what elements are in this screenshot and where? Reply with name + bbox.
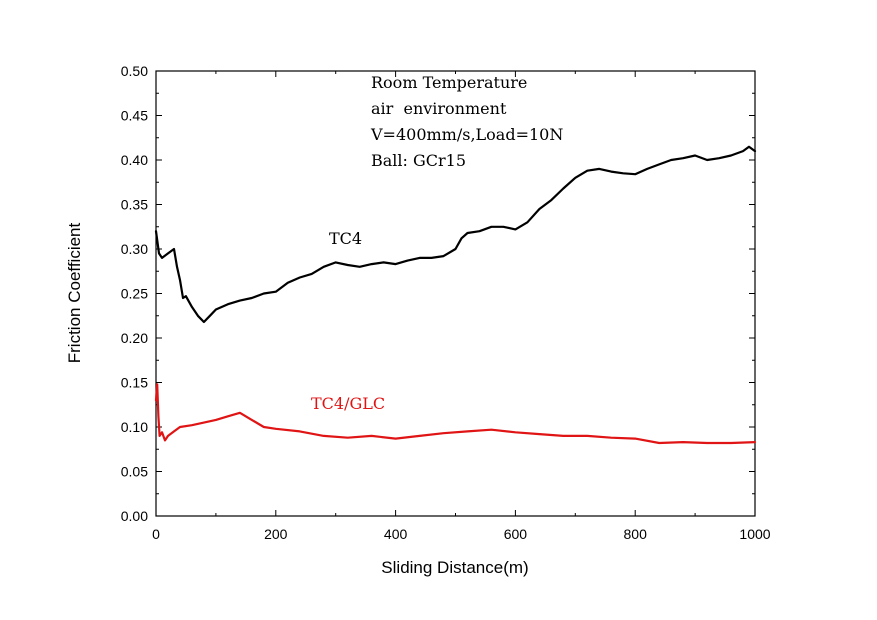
series-line-tc4-glc <box>154 383 757 445</box>
y-tick-label: 0.45 <box>121 108 148 124</box>
y-tick-label: 0.00 <box>121 508 148 524</box>
y-tick-label: 0.25 <box>121 286 148 302</box>
y-tick-label: 0.50 <box>121 63 148 79</box>
y-axis: 0.00 0.05 0.10 0.15 0.20 0.25 0.30 0.35 0.40 0.45… <box>121 63 755 524</box>
x-tick-label: 1000 <box>739 526 770 542</box>
x-axis-title: Sliding Distance(m) <box>381 558 528 577</box>
annotation-line-4: Ball: GCr15 <box>371 151 466 170</box>
x-tick-label: 600 <box>504 526 528 542</box>
y-axis-title: Friction Coefficient <box>65 222 84 363</box>
annotation-line-1: Room Temperature <box>371 73 527 92</box>
y-tick-label: 0.30 <box>121 241 148 257</box>
series-line-tc4 <box>154 145 757 324</box>
x-tick-label: 200 <box>264 526 288 542</box>
y-tick-label: 0.05 <box>121 464 148 480</box>
annotation-line-3: V=400mm/s,Load=10N <box>370 125 563 144</box>
y-tick-label: 0.40 <box>121 152 148 168</box>
annotation-line-2: air environment <box>371 99 507 118</box>
y-tick-label: 0.10 <box>121 419 148 435</box>
series-layer <box>154 145 757 445</box>
x-tick-label: 400 <box>384 526 408 542</box>
y-tick-label: 0.20 <box>121 330 148 346</box>
x-tick-label: 800 <box>624 526 648 542</box>
y-tick-label: 0.35 <box>121 197 148 213</box>
x-tick-label: 0 <box>152 526 160 542</box>
series-label-tc4: TC4 <box>329 229 362 248</box>
series-label-tc4-glc: TC4/GLC <box>311 394 385 413</box>
x-axis: 0 200 400 600 800 1000 <box>152 71 771 542</box>
condition-annotation: Room Temperature air environment V=400mm… <box>370 73 563 170</box>
y-tick-label: 0.15 <box>121 375 148 391</box>
